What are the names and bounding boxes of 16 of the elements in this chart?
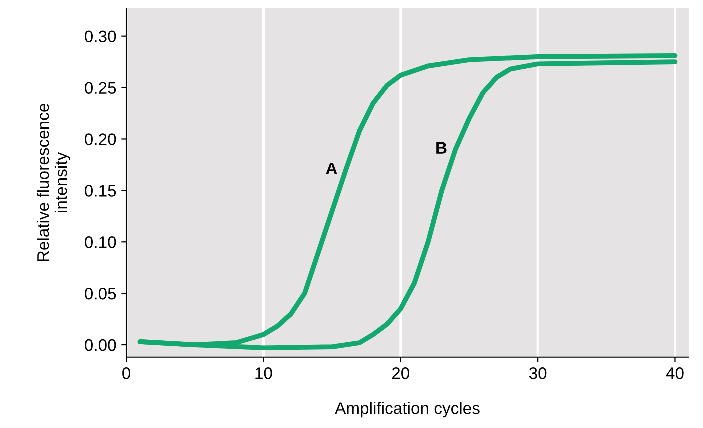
x-tick-label: 0 <box>122 368 131 380</box>
y-tick-label: 0.05 <box>85 288 116 300</box>
series-label: B <box>436 142 447 154</box>
y-tick-label: 0.10 <box>85 236 116 248</box>
y-tick-label: 0.00 <box>85 339 116 352</box>
x-tick-label: 20 <box>392 368 410 380</box>
x-axis-title: Amplification cycles <box>335 402 480 418</box>
y-tick-label: 0.20 <box>85 134 116 146</box>
y-tick-label: 0.30 <box>85 30 116 43</box>
y-axis-title: Relative fluorescence intensity <box>37 104 70 262</box>
y-tick-label: 0.25 <box>85 82 116 94</box>
series-label: A <box>326 162 338 174</box>
x-tick-label: 10 <box>256 368 272 380</box>
x-tick-label: 40 <box>666 368 684 380</box>
x-tick-label: 30 <box>529 368 547 380</box>
y-tick-label: 0.15 <box>85 185 116 197</box>
